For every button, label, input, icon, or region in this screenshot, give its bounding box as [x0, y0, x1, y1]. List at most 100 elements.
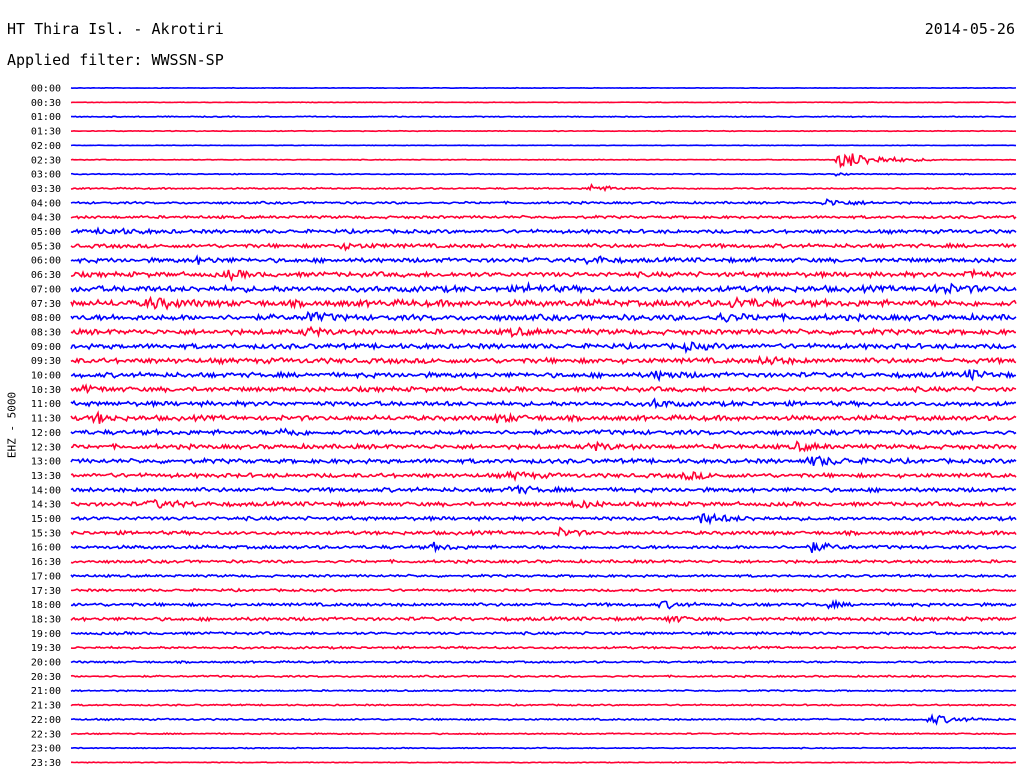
trace-1200 — [70, 427, 1017, 437]
row-time-label: 04:00 — [31, 198, 61, 209]
trace-0930 — [70, 354, 1017, 366]
row-time-label: 07:00 — [31, 284, 61, 295]
trace-1030 — [70, 383, 1017, 395]
trace-2100 — [70, 688, 1017, 693]
trace-1400 — [70, 484, 1017, 495]
row-time-label: 20:00 — [31, 658, 61, 669]
row-time-label: 18:00 — [31, 600, 61, 611]
trace-0900 — [70, 341, 1017, 355]
row-time-label: 12:30 — [31, 442, 61, 453]
trace-1530 — [70, 526, 1017, 538]
row-time-label: 17:30 — [31, 586, 61, 597]
trace-2130 — [70, 703, 1017, 707]
row-time-label: 05:30 — [31, 241, 61, 252]
row-time-label: 16:30 — [31, 557, 61, 568]
row-time-label: 00:00 — [31, 84, 61, 95]
trace-0100 — [70, 115, 1017, 119]
row-time-label: 04:30 — [31, 213, 61, 224]
row-time-label: 00:30 — [31, 98, 61, 109]
row-time-label: 08:30 — [31, 327, 61, 338]
trace-1000 — [70, 369, 1017, 383]
trace-0400 — [70, 198, 1017, 207]
row-time-label: 23:00 — [31, 744, 61, 755]
trace-0330 — [70, 182, 1017, 193]
row-time-label: 10:30 — [31, 385, 61, 396]
row-time-label: 19:00 — [31, 629, 61, 640]
trace-2300 — [71, 746, 1017, 750]
trace-1630 — [70, 558, 1017, 565]
trace-0500 — [70, 226, 1017, 236]
row-time-label: 14:30 — [31, 500, 61, 511]
row-time-label: 13:00 — [31, 457, 61, 468]
row-time-label: 22:30 — [31, 729, 61, 740]
row-time-label: 05:00 — [31, 227, 61, 238]
trace-1800 — [70, 598, 1017, 610]
trace-2200 — [70, 713, 1017, 726]
trace-0230 — [70, 153, 1017, 169]
date-label: 2014-05-26 — [924, 20, 1015, 38]
row-time-label: 08:00 — [31, 313, 61, 324]
row-time-label: 03:30 — [31, 184, 61, 195]
trace-2330 — [70, 761, 1017, 764]
row-time-label: 15:30 — [31, 528, 61, 539]
trace-2230 — [70, 732, 1017, 736]
row-time-label: 03:00 — [31, 170, 61, 181]
row-time-label: 01:30 — [31, 127, 61, 138]
trace-0200 — [70, 144, 1017, 147]
row-time-label: 07:30 — [31, 299, 61, 310]
row-time-label: 18:30 — [31, 614, 61, 625]
trace-0130 — [70, 129, 1017, 133]
row-time-label: 01:00 — [31, 112, 61, 123]
trace-2030 — [70, 674, 1017, 679]
row-time-label: 06:30 — [31, 270, 61, 281]
row-time-label: 10:00 — [31, 371, 61, 382]
row-time-label: 06:00 — [31, 256, 61, 267]
row-time-label: 12:00 — [31, 428, 61, 439]
trace-0300 — [70, 172, 1017, 177]
trace-0030 — [70, 101, 1016, 104]
row-time-label: 14:00 — [31, 485, 61, 496]
trace-1600 — [70, 541, 1017, 554]
row-time-label: 13:30 — [31, 471, 61, 482]
trace-1900 — [70, 630, 1017, 637]
row-time-label: 22:00 — [31, 715, 61, 726]
row-time-label: 16:00 — [31, 543, 61, 554]
row-time-label: 23:30 — [31, 758, 61, 769]
trace-1300 — [70, 455, 1017, 468]
row-time-label: 02:30 — [31, 155, 61, 166]
trace-1830 — [70, 614, 1017, 625]
station-title: HT Thira Isl. - Akrotiri — [7, 20, 224, 38]
trace-0630 — [70, 267, 1017, 283]
row-time-label: 11:30 — [31, 414, 61, 425]
trace-1730 — [70, 587, 1017, 593]
trace-1930 — [70, 645, 1017, 651]
row-time-label: 21:30 — [31, 701, 61, 712]
row-time-label: 15:00 — [31, 514, 61, 525]
trace-0600 — [70, 254, 1017, 266]
row-time-label: 02:00 — [31, 141, 61, 152]
trace-1330 — [70, 470, 1017, 483]
trace-0800 — [70, 310, 1017, 323]
trace-1100 — [70, 397, 1017, 410]
row-time-label: 19:30 — [31, 643, 61, 654]
row-time-label: 09:00 — [31, 342, 61, 353]
trace-1700 — [70, 573, 1017, 579]
row-time-label: 20:30 — [31, 672, 61, 683]
trace-2000 — [70, 659, 1017, 665]
trace-0830 — [70, 325, 1016, 339]
trace-1500 — [70, 512, 1017, 526]
row-time-label: 21:00 — [31, 686, 61, 697]
filter-label: Applied filter: WWSSN-SP — [7, 51, 224, 69]
trace-0530 — [70, 241, 1017, 252]
trace-0730 — [70, 295, 1017, 311]
trace-0000 — [70, 86, 1017, 90]
trace-0430 — [70, 214, 1017, 220]
trace-1230 — [70, 440, 1017, 453]
trace-1430 — [70, 498, 1017, 510]
trace-0700 — [70, 280, 1017, 296]
row-time-label: 11:00 — [31, 399, 61, 410]
trace-1130 — [70, 410, 1017, 425]
row-time-label: 17:00 — [31, 571, 61, 582]
row-time-label: 09:30 — [31, 356, 61, 367]
